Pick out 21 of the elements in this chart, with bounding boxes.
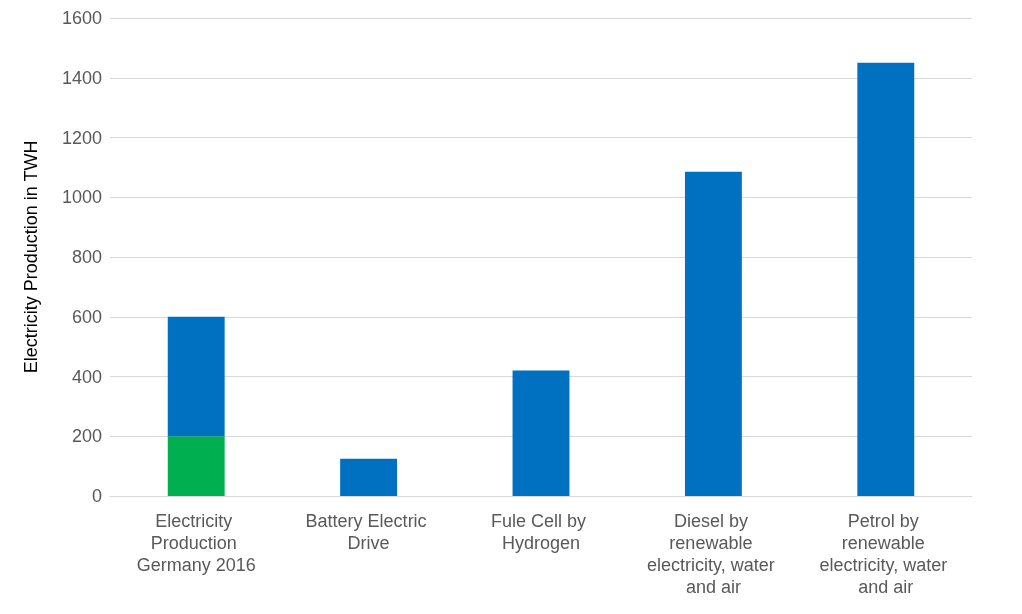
y-tick-label: 600: [71, 306, 102, 327]
bar: [684, 171, 742, 496]
bar: [512, 370, 570, 496]
y-tick-label: 1200: [61, 127, 102, 148]
x-tick-label: Diesel by renewable electricity, water and air: [647, 511, 780, 597]
bar: [340, 458, 398, 496]
bar: [857, 62, 915, 496]
x-tick-label: Battery Electric Drive: [305, 511, 432, 553]
y-tick-label: 400: [71, 366, 102, 387]
x-tick-label: Petrol by renewable electricity, water and air: [819, 511, 953, 597]
y-axis-title: Electricity Production in TWH: [21, 140, 41, 374]
y-tick-label: 0: [91, 486, 102, 506]
y-tick-label: 800: [71, 247, 102, 267]
y-tick-label: 1400: [61, 67, 102, 88]
y-tick-label: 200: [71, 426, 102, 447]
x-tick-label: Fule Cell by Hydrogen: [490, 511, 592, 553]
y-tick-label: 1000: [61, 187, 102, 208]
x-tick-label: Electricity Production Germany 2016: [136, 511, 256, 575]
y-tick-label: 1600: [61, 8, 102, 28]
bar: [167, 316, 225, 437]
bar: [167, 436, 225, 496]
